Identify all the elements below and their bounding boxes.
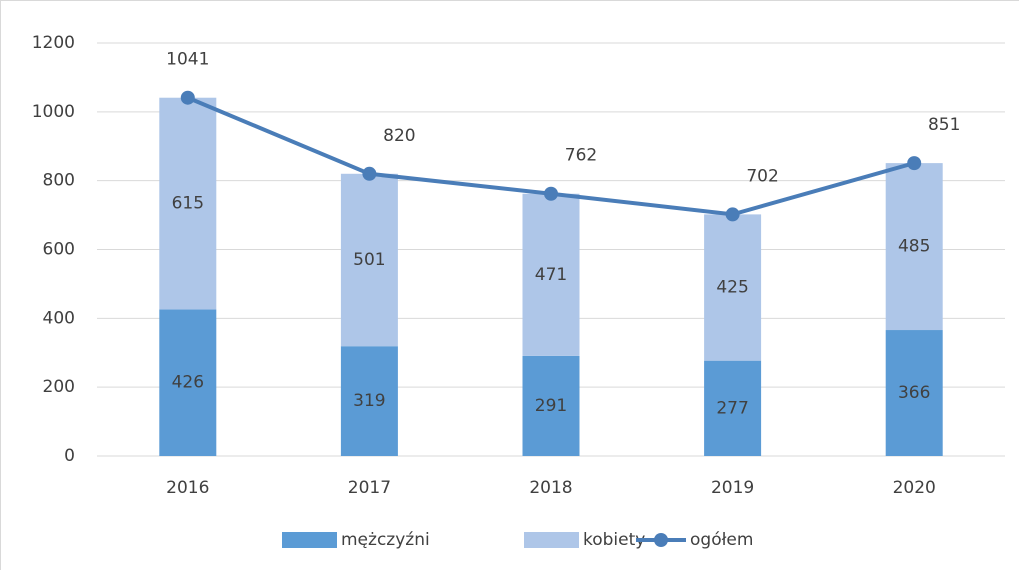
legend-label: kobiety — [583, 530, 645, 550]
data-label: 762 — [565, 146, 597, 166]
line-point — [362, 166, 377, 181]
y-tick-label: 200 — [43, 377, 75, 397]
legend-label: ogółem — [690, 530, 753, 550]
data-label: 426 — [172, 373, 204, 393]
data-label: 277 — [716, 398, 748, 418]
x-tick-label: 2016 — [166, 478, 209, 498]
bar — [885, 163, 943, 331]
bar — [704, 360, 762, 456]
data-label: 1041 — [166, 50, 209, 70]
data-label: 471 — [535, 265, 567, 285]
data-label: 851 — [928, 115, 960, 135]
line-point — [544, 186, 558, 201]
y-tick-label: 0 — [64, 446, 75, 466]
data-label: 366 — [898, 383, 930, 403]
y-tick-label: 1000 — [32, 102, 75, 122]
legend-label: mężczyźni — [341, 530, 430, 550]
bar — [340, 346, 398, 456]
legend-swatch — [282, 532, 337, 548]
line-point — [180, 90, 195, 105]
data-label: 501 — [353, 250, 385, 270]
bar — [522, 193, 580, 356]
line-point — [725, 207, 740, 222]
data-label: 485 — [898, 237, 930, 257]
bar — [159, 97, 217, 310]
data-label: 615 — [172, 194, 204, 214]
data-label: 319 — [353, 391, 385, 411]
data-label: 291 — [535, 396, 567, 416]
legend-marker — [654, 533, 668, 547]
legend-swatch — [524, 532, 579, 548]
y-tick-label: 400 — [43, 308, 75, 328]
bar — [885, 330, 943, 456]
bar — [340, 173, 398, 347]
bar — [159, 309, 217, 456]
x-tick-label: 2019 — [711, 478, 754, 498]
x-tick-label: 2018 — [529, 478, 572, 498]
bar — [704, 214, 762, 361]
x-tick-label: 2020 — [893, 478, 936, 498]
y-tick-label: 1200 — [32, 33, 75, 53]
data-label: 702 — [746, 166, 778, 186]
data-label: 425 — [716, 278, 748, 298]
y-tick-label: 600 — [43, 240, 75, 260]
data-label: 820 — [383, 126, 415, 146]
bar — [522, 355, 580, 456]
x-tick-label: 2017 — [348, 478, 391, 498]
line-point — [907, 156, 922, 171]
y-tick-label: 800 — [43, 171, 75, 191]
